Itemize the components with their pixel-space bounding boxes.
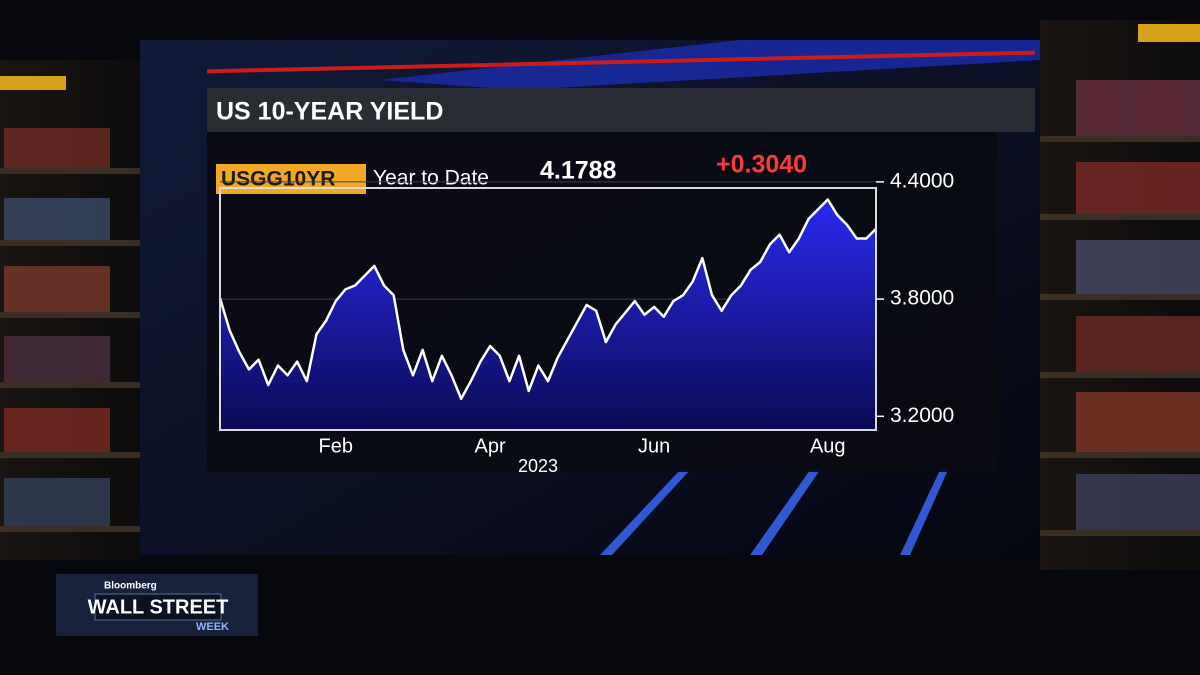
x-tick-label: Apr <box>475 435 506 457</box>
light-streaks <box>380 40 1040 555</box>
plot: 3.2000 3.8000 4.4000 Feb Apr Jun Aug 2023 <box>218 169 954 476</box>
x-tick-label: Aug <box>810 435 846 457</box>
left-bookshelf <box>0 60 140 560</box>
logo-plate <box>94 593 222 621</box>
red-rule <box>207 50 1035 74</box>
logo-sub: WEEK <box>196 621 229 633</box>
x-tick-label: Jun <box>638 435 670 457</box>
logo-brand: Bloomberg <box>104 581 157 592</box>
logo-show: WALL STREET <box>88 596 229 618</box>
last-value: 4.1788 <box>540 157 617 185</box>
title-bar <box>207 88 1035 132</box>
plot-frame <box>219 187 877 431</box>
period: Year to Date <box>373 167 489 190</box>
area-fill <box>220 199 876 430</box>
chart-title: US 10-YEAR YIELD <box>216 98 443 126</box>
line <box>218 198 877 400</box>
change-value: +0.3040 <box>716 151 807 179</box>
x-tick-label: Feb <box>319 435 353 457</box>
ticker: USGG10YR <box>221 168 335 191</box>
right-bookshelf <box>1040 20 1200 570</box>
y-tick-label: 4.4000 <box>890 169 954 192</box>
y-tick-label: 3.8000 <box>890 287 954 310</box>
y-tick-label: 3.2000 <box>890 404 954 427</box>
x-axis-label: 2023 <box>518 456 558 476</box>
